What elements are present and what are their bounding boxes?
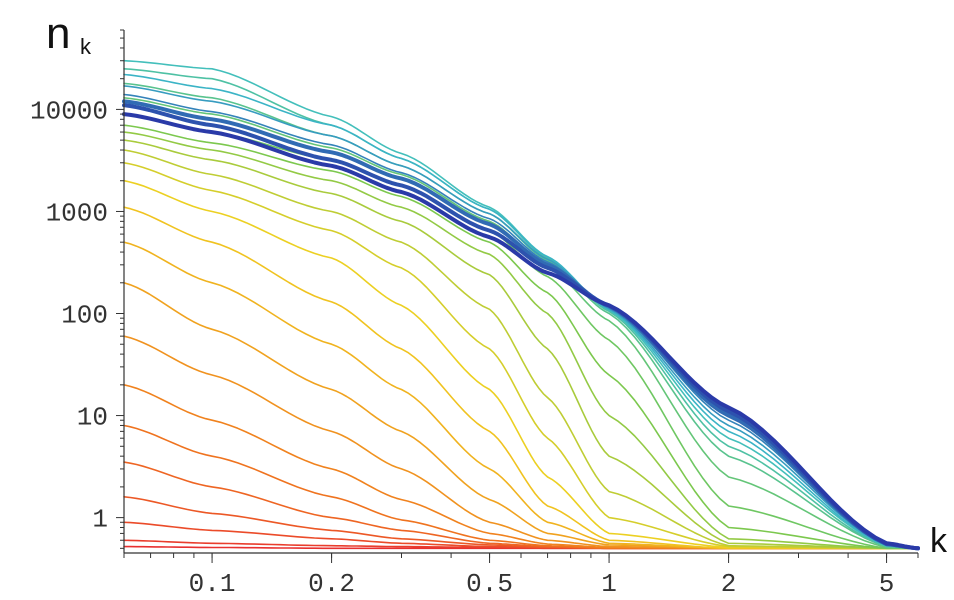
series-line-4 xyxy=(123,496,919,550)
series-line-15 xyxy=(123,139,919,550)
tick-marks xyxy=(116,29,919,563)
series-line-18 xyxy=(123,113,919,550)
y-tick-label-2: 10 xyxy=(77,403,108,433)
x-tick-label-1: 0.1 xyxy=(189,569,236,599)
x-axis-label: k xyxy=(930,522,948,560)
series-line-16 xyxy=(123,131,919,550)
series-line-14 xyxy=(123,149,919,550)
y-axis-label-subscript: k xyxy=(80,34,92,59)
x-tick-label-3: 0.5 xyxy=(466,569,513,599)
series-line-24 xyxy=(123,85,919,550)
y-tick-label-3: 100 xyxy=(61,301,108,331)
series-line-28 xyxy=(122,112,920,551)
series-curves xyxy=(122,59,920,551)
y-tick-label-4: 1000 xyxy=(46,198,108,228)
x-tick-label-6: 5 xyxy=(879,569,895,599)
series-line-23 xyxy=(123,73,919,550)
series-line-9 xyxy=(123,282,919,550)
y-tick-label-5: 10000 xyxy=(30,96,108,126)
x-tick-label-2: 0.2 xyxy=(308,569,355,599)
tick-labels: 0.1 0.2 0.5 1 2 5 1 10 100 1000 10000 xyxy=(30,96,894,599)
series-line-6 xyxy=(123,424,919,550)
series-line-17 xyxy=(123,124,919,550)
x-tick-label-4: 1 xyxy=(601,569,617,599)
series-line-27 xyxy=(122,103,920,551)
y-tick-label-1: 1 xyxy=(92,505,108,535)
x-tick-label-5: 2 xyxy=(721,569,737,599)
y-axis-label: n xyxy=(46,9,70,58)
